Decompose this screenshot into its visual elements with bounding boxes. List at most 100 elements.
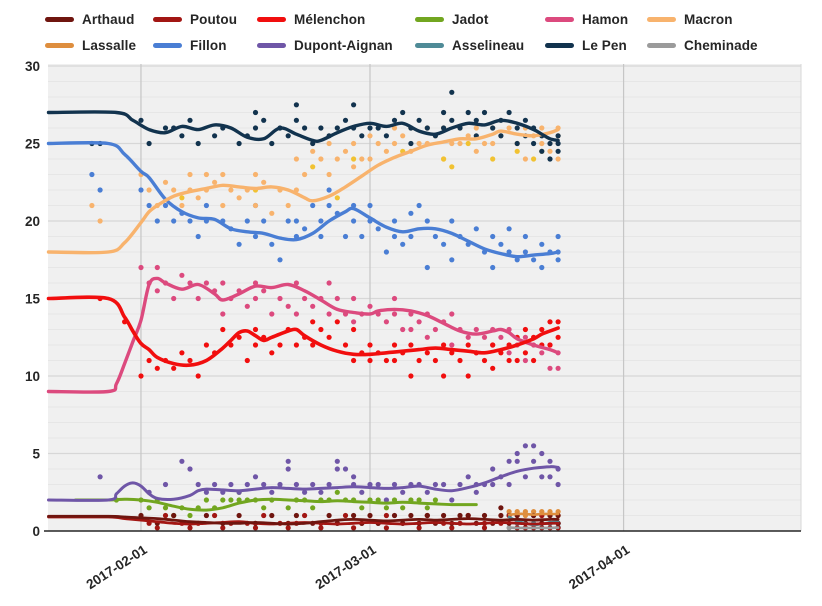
poll-dot-dupont-aignan [490,466,495,471]
poll-dot-dupont-aignan [425,490,430,495]
poll-dot-melenchon [408,373,413,378]
poll-dot-hamon [220,280,225,285]
poll-dot-melenchon [138,373,143,378]
poll-dot-arthaud [171,513,176,518]
poll-dot-melenchon [490,342,495,347]
poll-dot-dupont-aignan [269,490,274,495]
poll-dot-hamon [179,273,184,278]
poll-dot-melenchon [531,358,536,363]
poll-dot-hamon [155,288,160,293]
poll-dot-hamon [196,296,201,301]
legend-item-cheminade: Cheminade [647,35,758,55]
poll-dot-hamon [138,265,143,270]
poll-dot-poutou [482,525,487,530]
poll-dot-macron [417,141,422,146]
poll-dot-hamon [556,366,561,371]
poll-dot-le-pen [343,118,348,123]
poll-dot-le-pen [507,110,512,115]
y-tick-label: 20 [25,214,40,229]
poll-dot-poutou [163,513,168,518]
poll-dot-fillon [449,257,454,262]
poll-dot-jadot [187,513,192,518]
poll-dot-fillon [556,257,561,262]
poll-dot-le-pen [212,133,217,138]
poll-dot-le-pen [253,125,258,130]
poll-dot-fillon [318,234,323,239]
poll-dot-dupont-aignan [490,482,495,487]
poll-dot-fillon [237,242,242,247]
poll-dot-macron [261,180,266,185]
poll-dot-fillon [367,203,372,208]
poll-dot-fillon [392,234,397,239]
legend-swatch-icon [45,17,74,22]
poll-dot-melenchon [433,358,438,363]
poll-dot-dupont-aignan [466,474,471,479]
poll-dot-melenchon [515,358,520,363]
legend-swatch-icon [647,43,676,48]
poll-dot-arthaud [425,513,430,518]
poll-dot-melenchon [392,358,397,363]
poll-dot-macron [367,133,372,138]
poll-dot-arthaud [408,513,413,518]
poll-dot-macron [318,156,323,161]
poll-dot-melenchon [556,335,561,340]
poll-dot-le-pen [367,125,372,130]
poll-dot-fillon [556,234,561,239]
poll-dot-macron [253,203,258,208]
poll-dot-fillon [400,242,405,247]
poll-dot-hamon [335,296,340,301]
poll-dot-macron-alt [179,195,184,200]
poll-dot-arthaud [482,513,487,518]
poll-dot-le-pen [384,133,389,138]
legend-label: Mélenchon [294,12,365,27]
poll-dot-fillon [245,218,250,223]
poll-dot-le-pen [449,118,454,123]
poll-dot-macron-alt [441,156,446,161]
poll-dot-macron [237,195,242,200]
poll-dot-macron [220,203,225,208]
poll-dot-poutou [384,525,389,530]
poll-dot-dupont-aignan [310,482,315,487]
y-tick-label: 15 [25,291,41,306]
poll-dot-le-pen [294,118,299,123]
poll-dot-fillon [408,211,413,216]
poll-dot-jadot [335,490,340,495]
poll-dot-melenchon [343,342,348,347]
poll-dot-hamon [220,311,225,316]
poll-dot-melenchon [196,373,201,378]
poll-dot-poutou [318,525,323,530]
poll-dot-le-pen [196,141,201,146]
poll-dot-macron [539,141,544,146]
poll-dot-hamon [253,296,258,301]
poll-dot-dupont-aignan [539,474,544,479]
poll-dot-le-pen [547,141,552,146]
poll-dot-le-pen [392,118,397,123]
legend-swatch-icon [153,17,182,22]
poll-dot-melenchon [187,358,192,363]
poll-dot-fillon [490,234,495,239]
poll-dot-macron [490,141,495,146]
poll-dot-dupont-aignan [515,451,520,456]
legend-label: Arthaud [82,12,134,27]
legend-swatch-icon [415,43,444,48]
poll-dot-fillon [302,226,307,231]
poll-dot-dupont-aignan [335,459,340,464]
poll-dot-le-pen [539,149,544,154]
poll-dot-le-pen [531,141,536,146]
poll-dot-fillon [286,218,291,223]
poll-dot-hamon [482,335,487,340]
poll-dot-arthaud [327,513,332,518]
poll-dot-macron [482,141,487,146]
poll-dot-dupont-aignan [212,482,217,487]
poll-dot-macron [220,172,225,177]
poll-dot-le-pen [441,110,446,115]
poll-dot-hamon [261,288,266,293]
poll-dot-fillon [539,265,544,270]
poll-dot-fillon [98,187,103,192]
poll-dot-fillon [147,203,152,208]
poll-dot-fillon [474,226,479,231]
poll-dot-dupont-aignan [531,443,536,448]
